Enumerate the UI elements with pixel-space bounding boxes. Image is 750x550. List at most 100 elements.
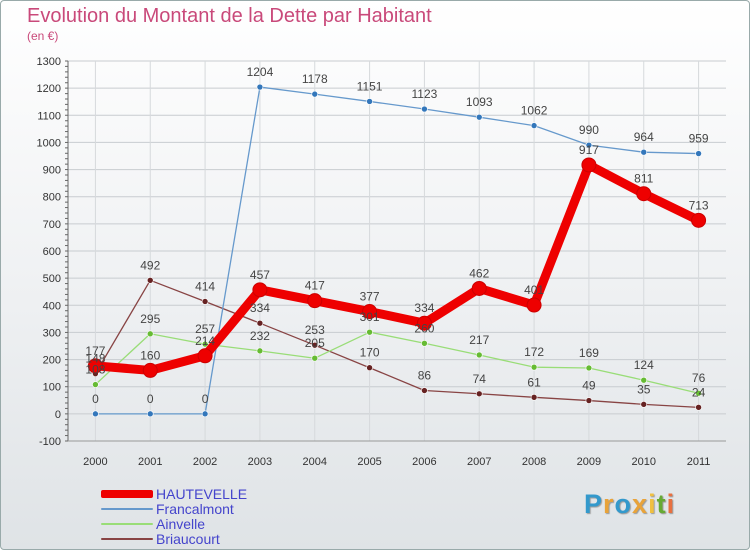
data-label: 713: [689, 198, 709, 212]
x-tick-label: 2002: [193, 456, 217, 468]
data-point: [366, 328, 373, 336]
x-tick-label: 2003: [248, 456, 272, 468]
data-point: [307, 293, 323, 309]
data-label: 232: [250, 329, 270, 343]
x-tick-label: 2001: [138, 456, 162, 468]
y-tick-label: 1000: [37, 137, 61, 149]
data-label: 257: [195, 322, 215, 336]
data-point: [640, 376, 648, 384]
data-point: [366, 364, 373, 372]
legend-swatch: [101, 490, 153, 498]
data-label: 170: [360, 346, 380, 360]
data-point: [416, 315, 432, 331]
data-label: 917: [579, 143, 599, 157]
logo-letter: x: [632, 489, 649, 519]
data-point: [585, 364, 593, 372]
data-label: 108: [85, 363, 105, 377]
data-label: 260: [414, 321, 434, 335]
data-point: [201, 410, 209, 418]
y-tick-label: 100: [43, 382, 61, 394]
x-tick-label: 2008: [522, 456, 546, 468]
x-tick-label: 2004: [303, 456, 327, 468]
data-label: 301: [360, 310, 380, 324]
data-label: 49: [582, 379, 596, 393]
data-label: 959: [689, 132, 709, 146]
legend-swatch: [101, 523, 153, 525]
data-label: 35: [637, 382, 651, 396]
data-point: [146, 330, 154, 338]
data-label: 74: [473, 372, 487, 386]
data-point: [421, 387, 428, 394]
data-label: 492: [140, 258, 160, 272]
data-label: 1062: [521, 104, 548, 118]
y-tick-label: 600: [43, 246, 61, 258]
data-label: 1178: [302, 72, 328, 86]
x-tick-label: 2009: [577, 456, 601, 468]
data-point: [92, 410, 99, 418]
legend-swatch: [101, 538, 153, 540]
data-label: 24: [692, 385, 706, 399]
y-tick-label: 400: [43, 300, 61, 312]
data-point: [311, 341, 319, 349]
legend-label: Ainvelle: [156, 516, 206, 532]
data-point: [142, 362, 158, 378]
data-label: 377: [360, 290, 380, 304]
data-point: [87, 358, 103, 374]
y-tick-label: 700: [43, 219, 61, 231]
chart-title: Evolution du Montant de la Dette par Hab…: [27, 5, 432, 27]
y-tick-label: 800: [43, 192, 61, 204]
data-label: 148: [85, 352, 105, 366]
data-label: 811: [634, 172, 653, 186]
data-point: [92, 381, 99, 388]
data-point: [695, 404, 702, 411]
legend-label: Francalmont: [156, 501, 234, 517]
data-label: 0: [202, 392, 209, 406]
series-line-briaucourt: [94, 279, 700, 408]
data-point: [475, 351, 483, 359]
data-point: [201, 340, 209, 348]
data-label: 0: [147, 392, 154, 406]
data-label: 169: [579, 346, 599, 360]
data-point: [530, 393, 538, 401]
data-label: 214: [195, 334, 215, 348]
y-tick-label: 1200: [37, 83, 61, 95]
x-tick-label: 2005: [357, 456, 381, 468]
data-label: 964: [634, 130, 654, 144]
data-point: [362, 304, 378, 320]
logo-letter: t: [656, 489, 667, 519]
y-tick-label: 200: [43, 355, 61, 367]
data-label: 457: [250, 268, 270, 282]
data-label: 462: [469, 266, 489, 280]
data-point: [581, 157, 597, 173]
data-point: [421, 105, 428, 113]
data-label: 160: [140, 348, 160, 362]
data-point: [311, 90, 319, 98]
data-point: [691, 212, 707, 228]
y-tick-label: -100: [39, 436, 61, 448]
data-point: [311, 354, 319, 362]
data-point: [252, 282, 268, 298]
logo-letter: i: [666, 489, 676, 519]
data-point: [530, 363, 538, 371]
y-tick-label: 0: [55, 409, 61, 421]
data-point: [256, 319, 264, 327]
data-label: 1093: [466, 95, 493, 109]
legend-swatch: [101, 508, 153, 510]
legend-label: Briaucourt: [156, 531, 220, 547]
data-point: [636, 186, 652, 202]
data-point: [366, 98, 373, 105]
data-point: [640, 401, 648, 408]
x-tick-label: 2011: [687, 456, 711, 468]
data-label: 414: [195, 279, 215, 293]
data-label: 217: [469, 333, 489, 347]
y-tick-label: 1100: [37, 110, 61, 122]
data-point: [695, 150, 702, 157]
data-point: [475, 390, 483, 398]
data-label: 334: [250, 301, 270, 315]
data-point: [526, 297, 542, 313]
x-tick-label: 2010: [632, 456, 656, 468]
logo-letter: o: [614, 489, 633, 519]
data-label: 172: [524, 345, 544, 359]
data-label: 124: [634, 358, 654, 372]
